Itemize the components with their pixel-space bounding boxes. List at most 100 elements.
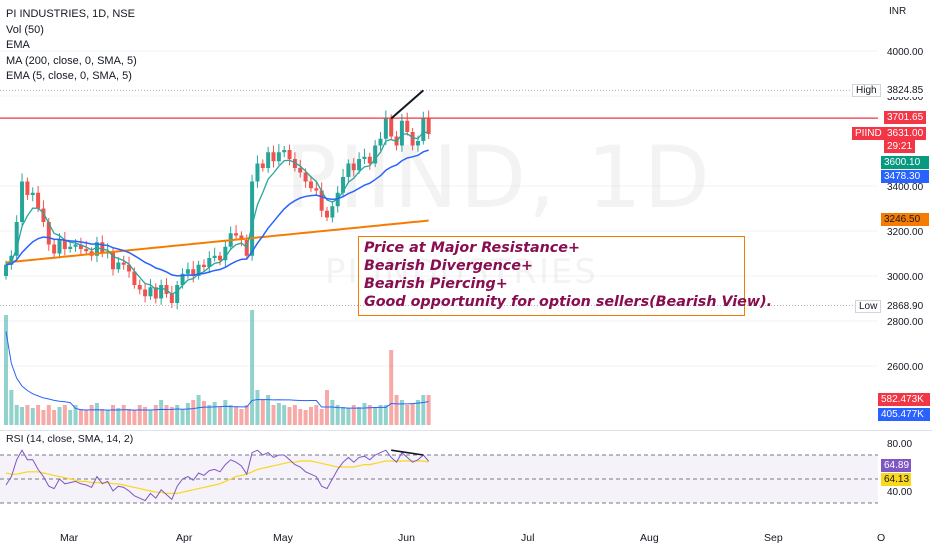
candle-body bbox=[314, 188, 319, 191]
volume-bar bbox=[207, 405, 212, 425]
time-tick-label: Jun bbox=[398, 532, 415, 544]
volume-bar bbox=[164, 405, 169, 425]
volume-bar bbox=[383, 405, 388, 425]
volume-bar bbox=[52, 410, 57, 425]
candle-body bbox=[405, 120, 410, 132]
candle-body bbox=[201, 264, 206, 267]
ema-slow-line bbox=[5, 149, 429, 277]
volume-bar bbox=[218, 407, 222, 425]
ma200-line bbox=[5, 219, 429, 264]
candle-body bbox=[127, 264, 132, 272]
price-tick-label: 3400.00 bbox=[887, 182, 924, 193]
rsi-value-tag: 64.89 bbox=[881, 459, 911, 472]
volume-ma-line bbox=[5, 331, 429, 411]
volume-bar bbox=[153, 405, 158, 425]
price-tick-label: 4000.00 bbox=[887, 47, 924, 58]
candle-body bbox=[266, 152, 271, 168]
candle-body bbox=[207, 258, 212, 267]
volume-bar bbox=[303, 410, 308, 425]
candle-body bbox=[330, 206, 335, 218]
candle-body bbox=[319, 190, 324, 211]
candle-body bbox=[196, 264, 201, 276]
volume-bar bbox=[68, 410, 73, 425]
rsi-ma-tag: 64.13 bbox=[881, 473, 911, 486]
candle-body bbox=[250, 181, 255, 256]
candle-body bbox=[373, 145, 378, 164]
volume-bar bbox=[410, 403, 415, 425]
volume-bar bbox=[367, 405, 372, 425]
annotation-box[interactable]: Price at Major Resistance+ Bearish Diver… bbox=[358, 236, 772, 316]
volume-bar bbox=[180, 409, 185, 425]
price-gridlines bbox=[0, 50, 878, 367]
symbol-watermark: PIIND, 1D bbox=[285, 128, 712, 228]
candle-body bbox=[276, 152, 281, 162]
volume-bar bbox=[271, 405, 276, 425]
candle-body bbox=[121, 262, 126, 265]
volume-bar bbox=[78, 409, 83, 425]
candle-body bbox=[287, 150, 292, 159]
volume-bar bbox=[266, 395, 271, 425]
candle-body bbox=[325, 210, 329, 218]
volume-bar bbox=[234, 407, 239, 425]
volume-bar bbox=[341, 407, 346, 425]
candle-body bbox=[191, 269, 196, 276]
volume-bar bbox=[255, 390, 260, 425]
ema-fast-line bbox=[5, 131, 429, 296]
rsi-pane[interactable]: 80.00 40.00 bbox=[0, 431, 932, 526]
volume-tag: 582.473K bbox=[878, 393, 930, 406]
volume-bar bbox=[89, 405, 94, 425]
candle-body bbox=[282, 150, 287, 153]
candle-body bbox=[298, 168, 303, 173]
legend-ema[interactable]: EMA bbox=[6, 39, 30, 51]
volume-bar bbox=[201, 401, 206, 425]
candle-body bbox=[362, 156, 367, 159]
candle-body bbox=[14, 222, 19, 256]
time-tick-label: Mar bbox=[60, 532, 79, 544]
candle-body bbox=[100, 242, 105, 254]
legend-volume[interactable]: Vol (50) bbox=[6, 23, 44, 36]
rsi-tick-label: 80.00 bbox=[887, 439, 912, 450]
annotation-line-2: Bearish Divergence+ bbox=[364, 258, 533, 274]
volume-bar bbox=[357, 407, 362, 425]
annotation-line-3: Bearish Piercing+ bbox=[364, 276, 508, 292]
candle-body bbox=[218, 255, 222, 261]
time-tick-label: Sep bbox=[764, 532, 783, 544]
volume-bar bbox=[159, 400, 164, 425]
volume-bar bbox=[319, 409, 324, 425]
volume-bar bbox=[111, 405, 115, 425]
candle-body bbox=[271, 152, 276, 162]
candle-body bbox=[116, 262, 121, 270]
low-label: Low bbox=[855, 300, 882, 313]
legend-symbol[interactable]: PI INDUSTRIES, 1D, NSE bbox=[6, 8, 135, 20]
legend-ema5[interactable]: EMA (5, close, 0, SMA, 5) bbox=[6, 70, 132, 82]
price-chart[interactable]: 4000.00 3800.00 3400.00 3200.00 3000.00 2800.… bbox=[0, 0, 932, 430]
candle-body bbox=[410, 132, 415, 146]
price-axis: 4000.00 3800.00 3400.00 3200.00 3000.00 2800.… bbox=[887, 47, 924, 373]
candle-body bbox=[52, 244, 57, 254]
candle-body bbox=[25, 181, 30, 195]
volume-bar bbox=[373, 407, 378, 425]
candle-body bbox=[383, 118, 388, 139]
volume-bar bbox=[287, 407, 292, 425]
candle-body bbox=[84, 249, 89, 252]
annotation-line-1: Price at Major Resistance+ bbox=[364, 240, 580, 256]
candle-body bbox=[223, 246, 228, 261]
volume-bar bbox=[132, 410, 137, 425]
time-tick-label: Aug bbox=[640, 532, 659, 544]
symbol-name-watermark: PI INDUSTRIES bbox=[325, 252, 598, 292]
volume-bar bbox=[298, 409, 303, 425]
candle-body bbox=[143, 289, 148, 297]
legend-ma200[interactable]: MA (200, close, 0, SMA, 5) bbox=[6, 54, 137, 67]
volume-bar bbox=[212, 402, 217, 425]
candle-body bbox=[94, 242, 99, 256]
rsi-divergence-line bbox=[391, 449, 424, 456]
candle-body bbox=[169, 294, 174, 303]
candle-body bbox=[78, 244, 83, 249]
rsi-legend[interactable]: RSI (14, close, SMA, 14, 2) bbox=[6, 433, 134, 445]
volume-bar bbox=[137, 405, 142, 425]
last-price-tag: 3631.00 bbox=[884, 127, 927, 140]
candle-body bbox=[415, 141, 420, 146]
volume-bar bbox=[185, 403, 190, 425]
volume-bar bbox=[421, 395, 426, 425]
candle-body bbox=[73, 244, 78, 247]
